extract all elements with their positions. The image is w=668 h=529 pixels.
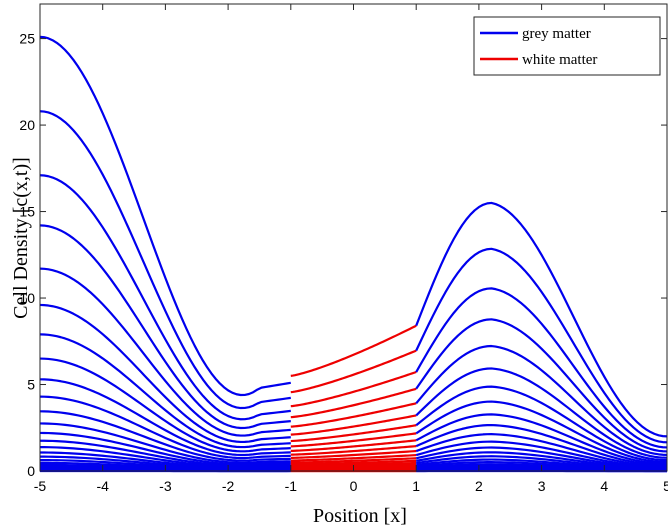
x-tick-label: -1 bbox=[285, 478, 298, 494]
series-line-grey-matter bbox=[39, 333, 291, 449]
series-line-white-matter bbox=[290, 445, 417, 456]
series-line-white-matter bbox=[290, 402, 417, 428]
y-axis-title: Cell Density [c(x,t)] bbox=[10, 157, 32, 319]
x-axis-title: Position [x] bbox=[313, 505, 407, 527]
x-tick-label: 4 bbox=[600, 478, 608, 494]
y-tick-label: 15 bbox=[19, 204, 35, 220]
series-line-grey-matter bbox=[39, 224, 291, 430]
series-line-grey-matter bbox=[39, 357, 291, 453]
y-tick-label: 0 bbox=[27, 463, 35, 479]
legend-label-grey-matter: grey matter bbox=[522, 26, 591, 42]
series-line-grey-matter bbox=[415, 201, 668, 438]
series-line-grey-matter bbox=[415, 440, 668, 469]
x-tick-label: -5 bbox=[34, 478, 47, 494]
series-line-white-matter bbox=[290, 461, 417, 467]
series-line-white-matter bbox=[290, 439, 417, 453]
series-line-grey-matter bbox=[415, 433, 668, 468]
series-line-grey-matter bbox=[415, 367, 668, 459]
series-line-white-matter bbox=[290, 414, 417, 436]
series-line-white-matter bbox=[290, 387, 417, 419]
series-line-grey-matter bbox=[39, 395, 291, 460]
y-tick-label: 25 bbox=[19, 31, 35, 47]
x-tick-label: 5 bbox=[663, 478, 668, 494]
series-line-grey-matter bbox=[39, 267, 291, 437]
series-line-white-matter bbox=[290, 424, 417, 443]
series-line-grey-matter bbox=[39, 439, 291, 467]
y-axis-ticks: 0 5 10 15 20 25 bbox=[19, 31, 667, 479]
legend-label-white-matter: white matter bbox=[522, 52, 597, 68]
x-axis-ticks: -5 -4 -3 -2 -1 0 1 2 3 4 5 bbox=[34, 4, 668, 494]
series-line-grey-matter bbox=[415, 247, 668, 444]
x-tick-label: -4 bbox=[96, 478, 109, 494]
series-line-white-matter bbox=[290, 449, 417, 460]
series-line-grey-matter bbox=[415, 385, 668, 462]
x-tick-label: 0 bbox=[350, 478, 358, 494]
series-line-white-matter bbox=[290, 459, 417, 466]
legend: grey matter white matter bbox=[473, 16, 661, 76]
x-tick-label: 1 bbox=[412, 478, 420, 494]
series-line-grey-matter bbox=[415, 423, 668, 467]
series-line-grey-matter bbox=[39, 174, 291, 421]
y-tick-label: 10 bbox=[19, 290, 35, 306]
x-tick-label: 2 bbox=[475, 478, 483, 494]
y-tick-label: 5 bbox=[27, 377, 35, 393]
legend-box bbox=[473, 16, 661, 76]
series-line-grey-matter bbox=[39, 378, 291, 457]
series-line-grey-matter bbox=[39, 431, 291, 466]
series-line-grey-matter bbox=[39, 422, 291, 464]
series-line-white-matter bbox=[290, 349, 417, 394]
y-tick-label: 20 bbox=[19, 117, 35, 133]
series-line-grey-matter bbox=[415, 287, 668, 449]
series-line-grey-matter bbox=[39, 410, 291, 462]
x-tick-label: 3 bbox=[538, 478, 546, 494]
series-line-white-matter bbox=[290, 432, 417, 448]
series-line-white-matter bbox=[290, 370, 417, 408]
series-line-white-matter bbox=[290, 457, 417, 464]
series-line-grey-matter bbox=[39, 303, 291, 444]
x-tick-label: -3 bbox=[159, 478, 172, 494]
series-line-white-matter bbox=[290, 453, 417, 462]
series-line-white-matter bbox=[290, 324, 417, 377]
series-line-grey-matter bbox=[415, 344, 668, 456]
x-tick-label: -2 bbox=[222, 478, 235, 494]
series-line-grey-matter bbox=[415, 400, 668, 464]
series-line-grey-matter bbox=[415, 318, 668, 453]
series-line-grey-matter bbox=[39, 35, 291, 397]
series-line-grey-matter bbox=[39, 110, 291, 410]
series-line-grey-matter bbox=[415, 446, 668, 470]
series-line-grey-matter bbox=[415, 413, 668, 465]
